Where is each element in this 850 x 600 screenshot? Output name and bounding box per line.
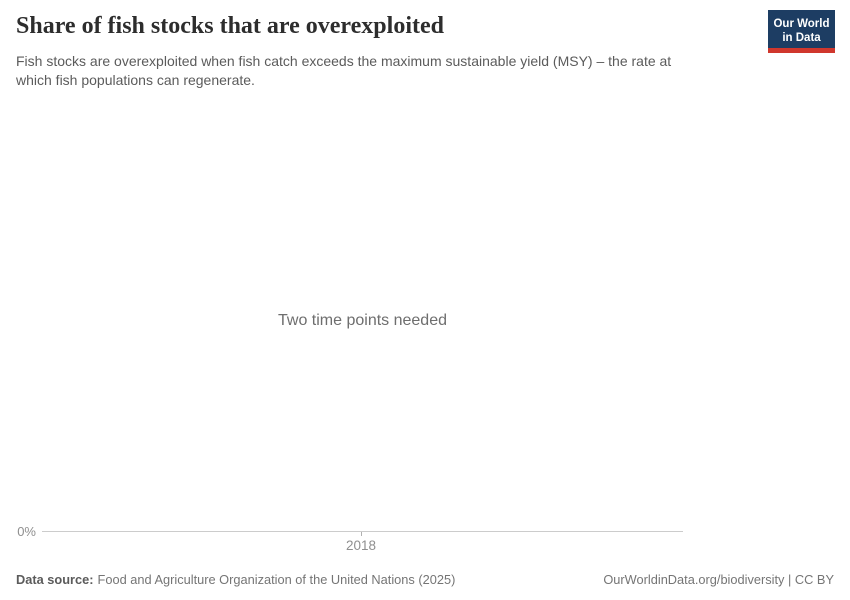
data-source-text[interactable]: Food and Agriculture Organization of the…	[97, 572, 456, 587]
owid-logo-line-2: in Data	[782, 32, 821, 44]
chart-footer: Data source: Food and Agriculture Organiz…	[16, 572, 834, 587]
chart-subtitle-line-1: Fish stocks are overexploited when fish …	[16, 53, 672, 69]
x-axis-tick-label: 2018	[345, 538, 377, 553]
chart-title: Share of fish stocks that are overexploi…	[16, 13, 444, 39]
x-axis-tick-mark	[361, 532, 362, 536]
owid-logo[interactable]: Our World in Data	[768, 10, 835, 53]
x-axis-line	[42, 531, 683, 532]
chart-subtitle: Fish stocks are overexploited when fish …	[16, 52, 671, 89]
owid-attribution-link[interactable]: OurWorldinData.org/biodiversity | CC BY	[603, 572, 834, 587]
owid-logo-line-1: Our World	[773, 18, 830, 30]
empty-state-message: Two time points needed	[278, 312, 447, 329]
y-axis-tick-label: 0%	[17, 524, 36, 539]
chart-subtitle-line-2: which fish populations can regenerate.	[16, 71, 255, 88]
data-source-line[interactable]: Data source: Food and Agriculture Organiz…	[16, 572, 455, 587]
data-source-label: Data source:	[16, 572, 94, 587]
